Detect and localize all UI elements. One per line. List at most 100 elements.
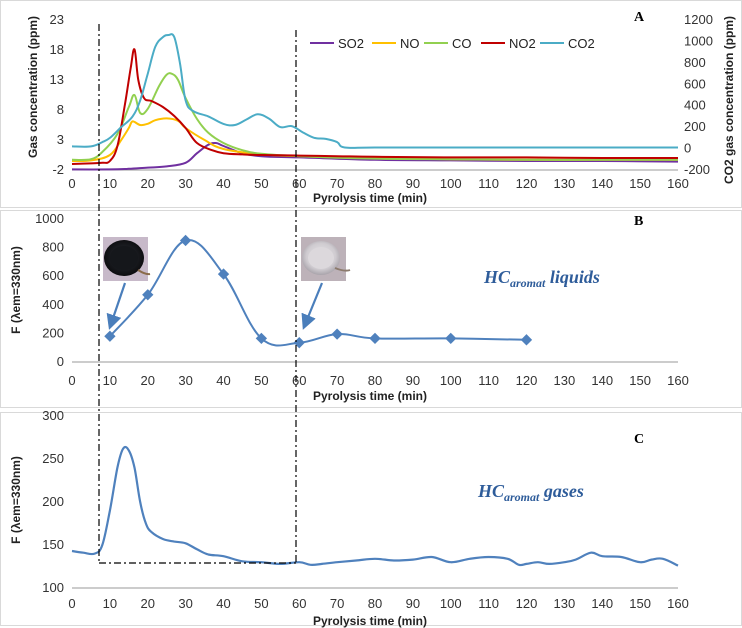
x-tick-label: 120 [516, 176, 538, 191]
panel-frame-c [0, 412, 742, 626]
data-point-marker [293, 337, 305, 349]
y2-tick-label: 400 [684, 98, 706, 113]
panel-a-tick-labels: 0 10 20 30 40 50 60 70 80 90 100 110 120 130 140 150 160… [50, 12, 713, 191]
x-tick-label: 10 [103, 176, 117, 191]
x-tick-label: 140 [591, 373, 613, 388]
panel-c-ylabel: F (λem=330nm) [9, 456, 23, 544]
x-tick-label: 130 [554, 596, 576, 611]
x-tick-label: 150 [629, 596, 651, 611]
data-point-marker [369, 332, 381, 345]
x-tick-label: 80 [368, 176, 382, 191]
legend-label-co: CO [452, 36, 472, 51]
y2-tick-label: 200 [684, 119, 706, 134]
panel-a: 0 10 20 30 40 50 60 70 80 90 100 110 120 130 140 150 160… [26, 10, 736, 205]
x-tick-label: 70 [330, 596, 344, 611]
x-tick-label: 140 [591, 596, 613, 611]
light-crucible-photo [301, 237, 351, 281]
x-tick-label: 60 [292, 373, 306, 388]
panel-b-tick-labels: 0 10 20 30 40 50 60 70 80 90 100 110 120 130 140 150 160… [35, 211, 689, 388]
x-tick-label: 40 [216, 596, 230, 611]
x-tick-label: 150 [629, 176, 651, 191]
panel-a-series [71, 33, 679, 171]
x-tick-label: 20 [141, 176, 155, 191]
series-line-so2 [71, 141, 679, 171]
y-tick-label: 3 [57, 132, 64, 147]
panel-c: 0 10 20 30 40 50 60 70 80 90 100 110 120 130 140 150 160… [9, 408, 689, 628]
x-tick-label: 10 [103, 373, 117, 388]
x-tick-label: 60 [292, 176, 306, 191]
y-tick-label: 1000 [35, 211, 64, 226]
x-tick-label: 20 [141, 596, 155, 611]
y-tick-label: 100 [42, 580, 64, 595]
y-tick-label: 0 [57, 354, 64, 369]
y-tick-label: 23 [50, 12, 64, 27]
y2-tick-label: 600 [684, 76, 706, 91]
x-tick-label: 140 [591, 176, 613, 191]
y2-tick-label: 1000 [684, 33, 713, 48]
panel-b-annotation: HCaromat liquids [483, 267, 600, 290]
x-tick-label: 0 [68, 596, 75, 611]
y-tick-label: 400 [42, 297, 64, 312]
panel-c-series [71, 445, 679, 567]
x-tick-label: 100 [440, 373, 462, 388]
x-tick-label: 0 [68, 176, 75, 191]
x-tick-label: 10 [103, 596, 117, 611]
y2-tick-label: -200 [684, 162, 710, 177]
panel-c-annotation: HCaromat gases [477, 481, 584, 504]
y-tick-label: 800 [42, 240, 64, 255]
x-tick-label: 150 [629, 373, 651, 388]
y-tick-label: 8 [57, 102, 64, 117]
data-point-marker [520, 334, 533, 346]
x-tick-label: 110 [478, 176, 499, 191]
panel-a-letter: A [634, 10, 645, 25]
series-line-co2 [71, 33, 678, 149]
x-tick-label: 160 [667, 373, 689, 388]
x-tick-label: 130 [554, 373, 576, 388]
x-tick-label: 90 [406, 176, 420, 191]
x-tick-label: 100 [440, 596, 462, 611]
panel-c-letter: C [634, 432, 644, 447]
y2-tick-label: 800 [684, 55, 706, 70]
dark-crucible-photo [103, 237, 151, 281]
y-tick-label: 300 [42, 408, 64, 423]
x-tick-label: 90 [406, 596, 420, 611]
x-tick-label: 160 [667, 176, 689, 191]
x-tick-label: 20 [141, 373, 155, 388]
panel-a-ylabel: Gas concentration (ppm) [26, 16, 40, 158]
series-line-no [71, 117, 678, 163]
panel-a-xlabel: Pyrolysis time (min) [313, 191, 427, 205]
y-tick-label: 200 [42, 494, 64, 509]
x-tick-label: 30 [178, 373, 192, 388]
x-tick-label: 160 [667, 596, 689, 611]
series-line-no2 [71, 48, 679, 165]
time-window-guides [98, 24, 297, 564]
data-point-marker [331, 328, 343, 340]
data-point-marker [445, 332, 457, 345]
x-tick-label: 110 [478, 373, 499, 388]
x-tick-label: 30 [178, 176, 192, 191]
legend-label-co2: CO2 [568, 36, 595, 51]
x-tick-label: 110 [478, 596, 499, 611]
x-tick-label: 50 [254, 373, 268, 388]
panel-b: 0 10 20 30 40 50 60 70 80 90 100 110 120 130 140 150 160… [9, 211, 689, 403]
data-point-marker [255, 332, 268, 345]
x-tick-label: 100 [440, 176, 462, 191]
data-point-marker [217, 268, 230, 280]
x-tick-label: 40 [216, 176, 230, 191]
y-tick-label: 13 [50, 72, 64, 87]
legend-label-no2: NO2 [509, 36, 536, 51]
legend-label-no: NO [400, 36, 420, 51]
y-tick-label: 150 [42, 537, 64, 552]
y2-tick-label: 0 [684, 141, 691, 156]
x-tick-label: 80 [368, 373, 382, 388]
panel-c-xlabel: Pyrolysis time (min) [313, 614, 427, 628]
x-tick-label: 80 [368, 596, 382, 611]
series-line-hc-gases [71, 445, 679, 567]
x-tick-label: 30 [178, 596, 192, 611]
x-tick-label: 0 [68, 373, 75, 388]
dark-photo-arrow [106, 282, 127, 330]
panel-c-tick-labels: 0 10 20 30 40 50 60 70 80 90 100 110 120 130 140 150 160… [42, 408, 689, 611]
panel-a-legend: SO2 NO CO NO2 CO2 [310, 36, 595, 51]
x-tick-label: 90 [406, 373, 420, 388]
